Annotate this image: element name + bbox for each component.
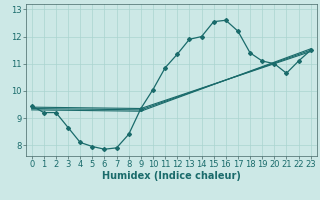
X-axis label: Humidex (Indice chaleur): Humidex (Indice chaleur) — [102, 171, 241, 181]
